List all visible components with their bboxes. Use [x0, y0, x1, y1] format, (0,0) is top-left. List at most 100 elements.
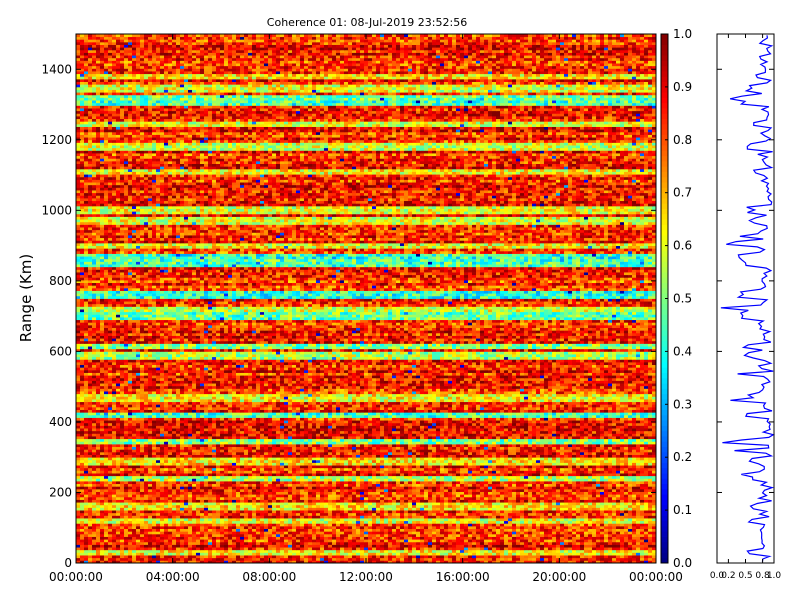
heatmap-cell: [304, 531, 308, 534]
heatmap-cell: [92, 505, 96, 508]
heatmap-cell: [144, 539, 148, 542]
heatmap-cell: [612, 550, 616, 553]
heatmap-cell: [148, 486, 152, 489]
heatmap-cell: [152, 534, 156, 537]
heatmap-cell: [208, 505, 212, 508]
heatmap-cell: [80, 521, 84, 524]
heatmap-cell: [232, 505, 236, 508]
heatmap-cell: [356, 502, 360, 505]
heatmap-cell: [436, 550, 440, 553]
heatmap-cell: [104, 486, 108, 489]
heatmap-cell: [204, 513, 208, 516]
heatmap-cell: [272, 534, 276, 537]
heatmap-cell: [188, 529, 192, 532]
heatmap-cell: [348, 531, 352, 534]
heatmap-cell: [360, 510, 364, 513]
heatmap-cell: [580, 515, 584, 518]
heatmap-cell: [220, 510, 224, 513]
heatmap-cell: [144, 558, 148, 561]
heatmap-cell: [244, 550, 248, 553]
heatmap-cell: [552, 531, 556, 534]
heatmap-cell: [124, 537, 128, 540]
heatmap-cell: [284, 547, 288, 550]
heatmap-cell: [596, 523, 600, 526]
heatmap-cell: [460, 489, 464, 492]
heatmap-cell: [504, 547, 508, 550]
heatmap-cell: [600, 518, 604, 521]
heatmap-cell: [328, 486, 332, 489]
heatmap-cell: [592, 518, 596, 521]
heatmap-cell: [368, 502, 372, 505]
heatmap-cell: [92, 544, 96, 547]
heatmap-cell: [568, 518, 572, 521]
heatmap-cell: [144, 510, 148, 513]
heatmap-cell: [104, 494, 108, 497]
heatmap-cell: [624, 529, 628, 532]
heatmap-cell: [196, 500, 200, 503]
heatmap-cell: [196, 507, 200, 510]
heatmap-cell: [392, 552, 396, 555]
heatmap-cell: [232, 531, 236, 534]
heatmap-cell: [316, 555, 320, 558]
heatmap-cell: [112, 486, 116, 489]
heatmap-cell: [316, 529, 320, 532]
heatmap-cell: [636, 555, 640, 558]
heatmap-cell: [160, 492, 164, 495]
heatmap-cell: [124, 507, 128, 510]
heatmap-cell: [580, 505, 584, 508]
heatmap-cell: [140, 526, 144, 529]
heatmap-cell: [224, 489, 228, 492]
heatmap-cell: [168, 500, 172, 503]
heatmap-cell: [600, 521, 604, 524]
heatmap-cell: [220, 505, 224, 508]
heatmap-cell: [240, 555, 244, 558]
heatmap-cell: [152, 500, 156, 503]
heatmap-cell: [524, 497, 528, 500]
heatmap-cell: [648, 505, 652, 508]
heatmap-cell: [320, 505, 324, 508]
heatmap-cell: [520, 518, 524, 521]
heatmap-cell: [224, 542, 228, 545]
heatmap-cell: [236, 510, 240, 513]
heatmap-cell: [96, 558, 100, 561]
heatmap-cell: [640, 542, 644, 545]
heatmap-cell: [256, 492, 260, 495]
heatmap-cell: [192, 505, 196, 508]
heatmap-cell: [568, 497, 572, 500]
heatmap-cell: [608, 558, 612, 561]
heatmap-cell: [564, 521, 568, 524]
heatmap-cell: [320, 492, 324, 495]
heatmap-cell: [568, 510, 572, 513]
heatmap-cell: [428, 507, 432, 510]
heatmap-cell: [388, 523, 392, 526]
heatmap-cell: [216, 529, 220, 532]
heatmap-cell: [128, 558, 132, 561]
heatmap-cell: [392, 529, 396, 532]
heatmap-cell: [124, 486, 128, 489]
heatmap-cell: [356, 550, 360, 553]
heatmap-cell: [200, 518, 204, 521]
heatmap-cell: [468, 547, 472, 550]
heatmap-cell: [360, 502, 364, 505]
heatmap-cell: [356, 497, 360, 500]
heatmap-cell: [380, 534, 384, 537]
heatmap-cell: [368, 531, 372, 534]
heatmap-cell: [232, 500, 236, 503]
heatmap-cell: [292, 521, 296, 524]
heatmap-cell: [500, 552, 504, 555]
heatmap-cell: [288, 505, 292, 508]
heatmap-cell: [484, 494, 488, 497]
heatmap-cell: [372, 494, 376, 497]
heatmap-cell: [368, 526, 372, 529]
heatmap-cell: [584, 544, 588, 547]
heatmap-cell: [580, 534, 584, 537]
heatmap-cell: [240, 531, 244, 534]
heatmap-cell: [636, 529, 640, 532]
heatmap-cell: [112, 505, 116, 508]
heatmap-cell: [472, 534, 476, 537]
heatmap-cell: [380, 500, 384, 503]
heatmap-cell: [264, 513, 268, 516]
heatmap-cell: [144, 489, 148, 492]
heatmap-cell: [280, 552, 284, 555]
heatmap-cell: [84, 513, 88, 516]
